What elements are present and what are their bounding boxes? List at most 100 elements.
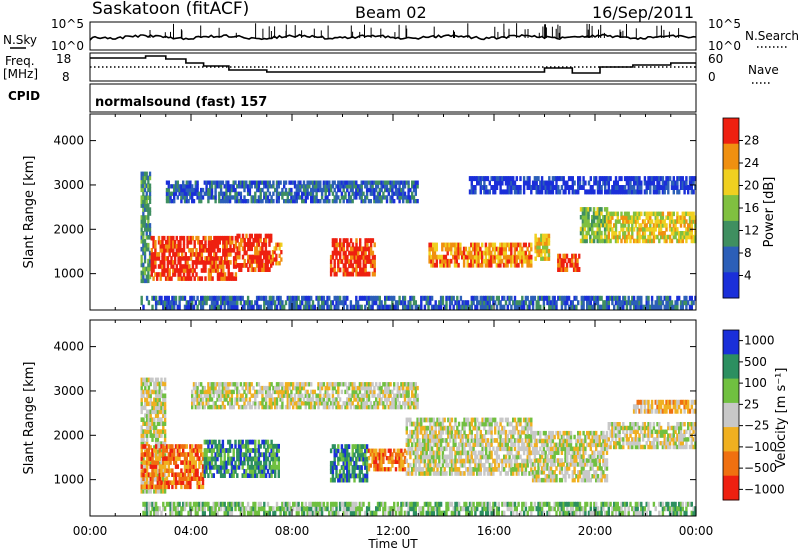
heatmap-cell [257, 242, 261, 247]
heatmap-cell [479, 458, 482, 464]
heatmap-cell [438, 304, 441, 310]
heatmap-cell [213, 240, 216, 245]
heatmap-cell [470, 421, 473, 427]
heatmap-cell [376, 195, 380, 200]
heatmap-cell [166, 260, 170, 265]
heatmap-cell [275, 295, 279, 301]
heatmap-cell [261, 246, 264, 252]
heatmap-cell [223, 260, 227, 265]
heatmap-cell [433, 250, 437, 256]
heatmap-cell [259, 187, 262, 193]
heatmap-cell [394, 304, 398, 310]
heatmap-cell [182, 191, 185, 196]
heatmap-cell [454, 300, 457, 306]
heatmap-cell [213, 235, 216, 241]
heatmap-cell [508, 300, 511, 306]
heatmap-cell [144, 401, 147, 407]
heatmap-cell [676, 215, 679, 220]
heatmap-cell [524, 295, 528, 301]
heatmap-cell [499, 417, 502, 423]
heatmap-cell [230, 187, 234, 193]
heatmap-cell [154, 405, 158, 411]
heatmap-cell [240, 267, 243, 272]
heatmap-cell [506, 254, 509, 260]
heatmap-cell [580, 300, 583, 306]
heatmap-cell [275, 191, 279, 196]
heatmap-cell [430, 295, 434, 301]
heatmap-cell [342, 271, 345, 277]
heatmap-cell [232, 180, 235, 185]
heatmap-cell [504, 189, 508, 195]
heatmap-cell [636, 231, 639, 236]
heatmap-cell [688, 231, 692, 236]
heatmap-cell [245, 456, 248, 462]
heatmap-cell [292, 295, 295, 301]
heatmap-cell [685, 227, 688, 232]
heatmap-cell [364, 259, 367, 264]
heatmap-cell [620, 215, 623, 220]
heatmap-cell [319, 199, 322, 204]
heatmap-cell [609, 219, 612, 224]
heatmap-cell [140, 464, 143, 469]
heatmap-cell [376, 184, 380, 189]
heatmap-cell [212, 180, 215, 185]
heatmap-cell [513, 258, 517, 264]
heatmap-cell [198, 199, 201, 204]
heatmap-cell [461, 254, 464, 260]
heatmap-cell [678, 215, 681, 220]
heatmap-cell [690, 304, 693, 310]
heatmap-cell [268, 184, 271, 189]
heatmap-cell [549, 300, 553, 306]
heatmap-cell [607, 189, 610, 195]
heatmap-cell [147, 266, 150, 272]
heatmap-cell [147, 179, 150, 185]
heatmap-cell [474, 176, 477, 182]
heatmap-cell [476, 425, 479, 431]
heatmap-cell [506, 434, 509, 439]
heatmap-cell [227, 448, 230, 453]
heatmap-cell [428, 246, 431, 252]
heatmap-cell [429, 429, 432, 435]
colorbar-tick-label: 16 [744, 201, 759, 215]
heatmap-cell [391, 452, 394, 457]
heatmap-cell [623, 215, 627, 220]
heatmap-cell [524, 254, 527, 260]
heatmap-cell [266, 184, 270, 189]
heatmap-cell [638, 227, 641, 232]
heatmap-cell [357, 263, 360, 269]
heatmap-cell [694, 215, 697, 220]
heatmap-cell [186, 272, 189, 277]
heatmap-cell [213, 264, 216, 269]
heatmap-cell [598, 230, 601, 236]
heatmap-cell [266, 263, 269, 268]
heatmap-cell [519, 185, 522, 190]
heatmap-cell [501, 467, 504, 472]
heatmap-cell [189, 276, 193, 281]
heatmap-cell [191, 476, 194, 481]
heatmap-cell [182, 295, 185, 301]
heatmap-cell [439, 446, 443, 452]
heatmap-cell [528, 304, 531, 310]
heatmap-cell [510, 250, 513, 256]
heatmap-cell [342, 250, 345, 256]
heatmap-cell [393, 295, 396, 301]
heatmap-cell [156, 413, 160, 418]
heatmap-cell [543, 256, 547, 261]
heatmap-cell [216, 443, 219, 449]
heatmap-cell [461, 450, 464, 456]
heatmap-cell [277, 184, 280, 189]
heatmap-cell [344, 259, 347, 264]
heatmap-cell [281, 191, 284, 196]
heatmap-cell [530, 242, 533, 248]
heatmap-cell [259, 237, 262, 243]
heatmap-cell [367, 180, 371, 185]
heatmap-cell [218, 469, 221, 474]
heatmap-cell [598, 180, 601, 186]
heatmap-cell [243, 242, 246, 247]
heatmap-cell [172, 268, 175, 273]
heatmap-cell [247, 258, 250, 264]
heatmap-cell [143, 258, 147, 264]
heatmap-cell [349, 254, 353, 260]
heatmap-cell [177, 276, 180, 281]
heatmap-cell [485, 300, 488, 306]
